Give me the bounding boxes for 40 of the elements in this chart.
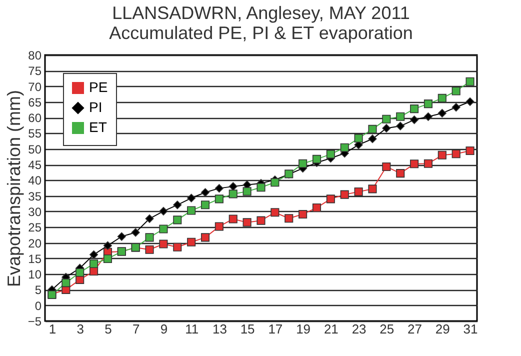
y-tick-label: 45 [28,158,42,172]
text: Accumulated PE, PI & ET evaporation [109,23,413,43]
y-tick-label: 55 [28,126,42,141]
x-tick-label: 25 [380,322,394,336]
x-tick-label: 31 [463,322,478,336]
y-tick-label: 25 [28,220,42,235]
x-tick-label: 19 [296,322,311,336]
legend-label: ET [89,119,108,135]
x-tick-label: 13 [212,322,227,336]
x-tick-label: 29 [435,322,450,336]
x-tick-label: 11 [185,322,199,336]
y-tick-label: 5 [34,283,42,298]
y-tick-label: 70 [28,80,42,94]
y-tick-label: 75 [28,64,42,78]
x-tick-label: 23 [352,322,366,336]
y-tick-label: 40 [28,174,42,188]
y-tick-label: 0 [34,298,42,313]
x-tick-label: 3 [76,322,84,336]
y-tick-label: 30 [28,204,42,219]
y-tick-label: 15 [28,252,42,266]
x-tick-label: 21 [324,322,338,336]
y-tick-label: 20 [28,236,42,250]
text: LLANSADWRN, Anglesey, MAY 2011 [112,3,410,23]
x-tick-label: 1 [48,322,56,336]
legend-label: PI [89,99,102,115]
x-tick-label: 5 [104,322,112,336]
y-tick-label: 80 [28,48,42,62]
x-tick-label: 15 [240,322,255,336]
y-tick-label: 50 [28,142,42,156]
y-tick-label: 35 [28,189,42,204]
x-tick-label: 17 [268,322,283,336]
y-tick-label: −5 [28,314,42,328]
x-tick-label: 9 [160,322,168,336]
y-axis-title: Evapotranspiration (mm) [4,90,24,288]
x-tick-label: 7 [132,322,140,336]
legend-label: PE [89,79,108,95]
y-tick-label: 65 [28,95,42,110]
y-tick-label: 60 [28,111,42,126]
x-tick-label: 27 [408,322,422,336]
y-tick-label: 10 [28,268,42,282]
